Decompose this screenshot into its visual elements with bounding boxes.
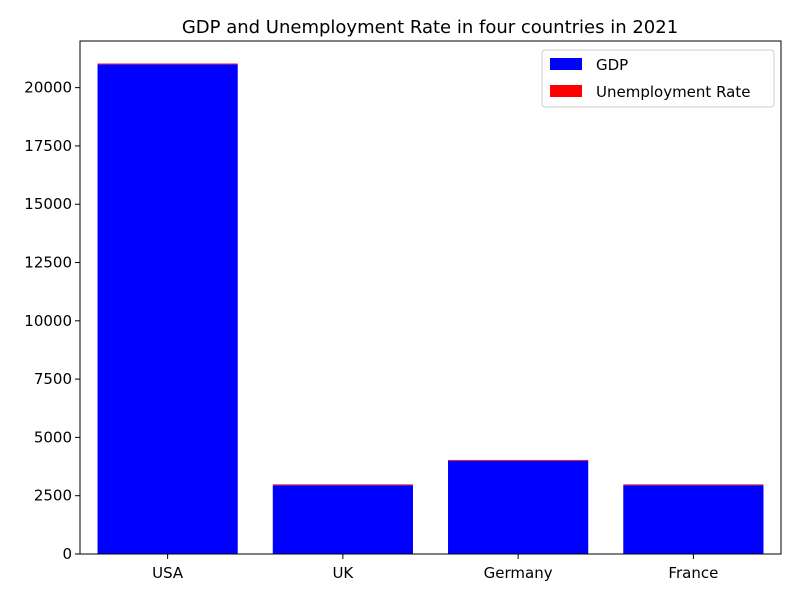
legend: GDP Unemployment Rate: [541, 49, 775, 108]
legend-label: GDP: [596, 56, 628, 74]
y-tick-label: 2500: [34, 487, 72, 505]
plot-frame: [79, 40, 782, 555]
y-tick-label: 10000: [24, 312, 72, 330]
x-tick-label: Germany: [484, 564, 553, 582]
y-tick-label: 7500: [34, 370, 72, 388]
legend-swatch-gdp: [550, 58, 582, 70]
x-axis: USA UK Germany France: [152, 554, 718, 582]
x-tick-label: USA: [152, 564, 184, 582]
legend-box: [541, 49, 775, 108]
bars-layer: [97, 63, 764, 555]
y-tick-label: 20000: [24, 79, 72, 97]
x-tick-label: UK: [332, 564, 354, 582]
bar-gdp-usa: [97, 64, 238, 555]
legend-label: Unemployment Rate: [596, 83, 750, 101]
y-axis: 0 2500 5000 7500 10000 12500 15000 17500 20000: [24, 79, 80, 563]
y-tick-label: 5000: [34, 428, 72, 446]
bar-gdp-france: [623, 485, 764, 554]
y-tick-label: 17500: [24, 137, 72, 155]
bar-gdp-germany: [448, 460, 589, 554]
y-tick-label: 0: [62, 545, 72, 563]
bar-unemployment-rate-france: [623, 484, 764, 486]
bar-gdp-uk: [272, 485, 413, 554]
bar-unemployment-rate-usa: [97, 63, 238, 65]
x-tick-label: France: [668, 564, 718, 582]
legend-swatch-unemployment-rate: [550, 85, 582, 97]
bar-unemployment-rate-uk: [272, 484, 413, 486]
y-tick-label: 12500: [24, 254, 72, 272]
bar-unemployment-rate-germany: [448, 459, 589, 461]
y-tick-label: 15000: [24, 195, 72, 213]
chart-title: GDP and Unemployment Rate in four countr…: [182, 17, 678, 38]
